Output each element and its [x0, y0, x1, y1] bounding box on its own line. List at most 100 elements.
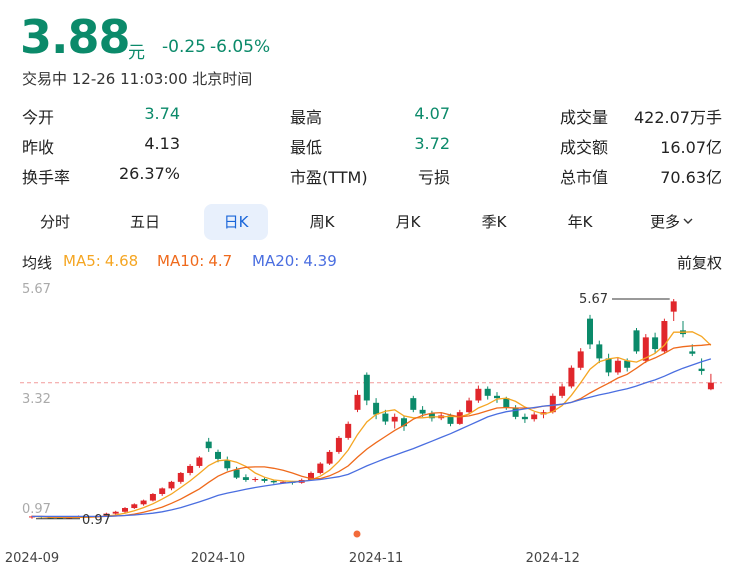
- candle-body: [475, 388, 482, 401]
- candle-body: [484, 388, 491, 396]
- stat-label: 最高: [290, 108, 323, 127]
- candle-body: [205, 441, 212, 449]
- candle-body: [159, 488, 166, 494]
- legend-name: MA10: [157, 252, 208, 270]
- stat-label: 市盈(TTM): [290, 168, 368, 187]
- candle-body: [317, 463, 324, 473]
- x-tick-label: 2024-10: [191, 551, 245, 566]
- ma-label: 均线: [22, 254, 53, 272]
- legend-value: 4.39: [303, 252, 337, 270]
- ma-line: [32, 358, 712, 518]
- stat-value: 亏损: [417, 168, 450, 187]
- adjust-toggle[interactable]: 前复权: [676, 254, 722, 272]
- candle-body: [168, 481, 175, 489]
- period-tab[interactable]: 五日: [129, 213, 160, 231]
- candle-body: [354, 394, 361, 410]
- candle-body: [233, 469, 240, 478]
- event-marker[interactable]: [353, 530, 361, 538]
- period-tab[interactable]: 周K: [309, 213, 335, 231]
- period-tab[interactable]: 日K: [204, 204, 268, 240]
- stat-value: 422.07万手: [634, 108, 722, 127]
- stat-label: 总市值: [560, 168, 609, 187]
- candle-body: [521, 416, 528, 420]
- stat-label: 成交量: [560, 108, 609, 127]
- max-label: 5.67: [579, 292, 608, 307]
- candle-body: [345, 423, 352, 438]
- candle-body: [428, 413, 435, 419]
- candle-body: [326, 451, 333, 464]
- stat-value: 16.07亿: [660, 138, 722, 157]
- candle-body: [447, 415, 454, 424]
- candle-body: [419, 409, 426, 414]
- candle-body: [689, 351, 696, 354]
- candle-body: [280, 481, 287, 483]
- period-tab[interactable]: 年K: [567, 213, 593, 231]
- stat-value: 70.63亿: [660, 168, 722, 187]
- candle-body: [642, 337, 649, 361]
- y-tick-label: 0.97: [22, 502, 51, 517]
- legend-entry: MA204.39: [252, 252, 337, 270]
- trade-status: 交易中 12-26 11:03:00 北京时间: [22, 70, 253, 88]
- candle-body: [215, 451, 221, 459]
- candle-body: [122, 508, 128, 512]
- candle-body: [261, 479, 268, 481]
- legend-entry: MA54.68: [63, 252, 138, 270]
- y-tick-label: 3.32: [22, 392, 51, 407]
- candle-body: [661, 321, 668, 352]
- candle-body: [670, 301, 677, 312]
- x-tick-label: 2024-11: [349, 551, 403, 566]
- min-label: 0.97: [82, 513, 111, 528]
- candle-body: [568, 367, 575, 387]
- candle-body: [503, 398, 510, 408]
- candle-body: [633, 330, 640, 352]
- legend-name: MA20: [252, 252, 303, 270]
- currency: 元: [128, 43, 145, 63]
- candle-body: [577, 351, 584, 368]
- candle-body: [549, 395, 556, 413]
- candle-body: [103, 513, 110, 516]
- candle-body: [698, 368, 705, 372]
- candle-body: [196, 457, 203, 466]
- candle-body: [270, 480, 277, 483]
- stat-label: 最低: [290, 138, 323, 157]
- candle-body: [707, 382, 714, 390]
- legend-entry: MA104.7: [157, 252, 232, 270]
- x-tick-label: 2024-12: [526, 551, 580, 566]
- x-tick-label: 2024-09: [5, 551, 59, 566]
- candle-body: [466, 400, 473, 413]
- candle-body: [335, 437, 342, 452]
- change-percent: -6.05%: [210, 37, 271, 57]
- candle-body: [363, 374, 370, 401]
- candle-body: [512, 407, 519, 417]
- candle-body: [410, 398, 417, 410]
- stat-value: 3.74: [144, 104, 180, 123]
- candle-body: [596, 344, 603, 359]
- stat-label: 今开: [22, 108, 55, 127]
- candle-body: [494, 395, 500, 399]
- candle-body: [624, 360, 631, 368]
- candle-body: [382, 413, 389, 422]
- stat-label: 换手率: [22, 168, 71, 187]
- period-tab[interactable]: 季K: [481, 213, 507, 231]
- candle-body: [531, 414, 538, 420]
- period-tab[interactable]: 分时: [39, 213, 70, 231]
- candle-body: [652, 337, 659, 350]
- period-tab[interactable]: 月K: [395, 213, 421, 231]
- ma-line: [31, 331, 712, 519]
- candle-body: [373, 402, 380, 415]
- chevron: [683, 218, 693, 224]
- candle-body: [112, 511, 119, 514]
- change: -0.25: [162, 37, 206, 57]
- stat-value: 4.07: [414, 104, 450, 123]
- stat-value: 3.72: [414, 134, 450, 153]
- candle-body: [614, 360, 621, 373]
- y-tick-label: 5.67: [22, 282, 51, 297]
- candle-body: [242, 477, 249, 480]
- candle-body: [187, 465, 194, 473]
- stat-value: 4.13: [144, 134, 180, 153]
- candle-body: [140, 500, 147, 505]
- candle-body: [149, 493, 156, 501]
- period-tab[interactable]: 更多: [640, 204, 704, 240]
